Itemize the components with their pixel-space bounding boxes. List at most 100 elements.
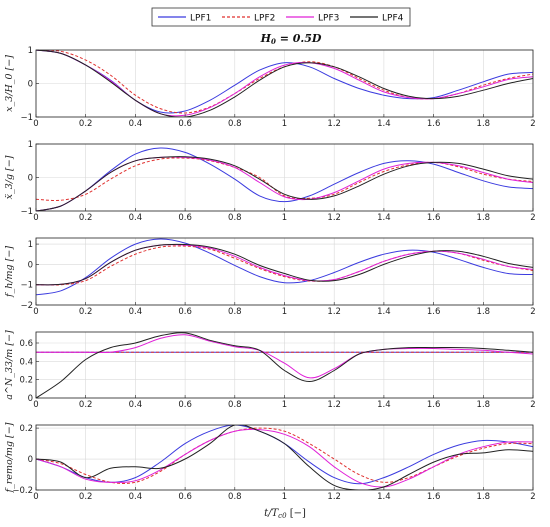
x-tick-label: 1.2 (327, 213, 341, 223)
x-tick-label: 0.4 (129, 119, 143, 129)
y-tick-label: 1 (28, 240, 33, 250)
series-line-lpf4 (36, 425, 533, 490)
x-tick-label: 1.8 (477, 213, 491, 223)
x-tick-label: 1.8 (477, 307, 491, 317)
x-tick-label: 0.4 (129, 307, 143, 317)
x-tick-label: 0.6 (178, 307, 192, 317)
x-tick-label: 1 (282, 119, 287, 129)
x-tick-label: 0.4 (129, 492, 143, 502)
x-axis-label: t/Tc0 [−] (264, 508, 306, 520)
y-tick-label: 0 (28, 80, 33, 90)
series-line-lpf3 (36, 50, 533, 117)
x-tick-label: 0 (33, 213, 38, 223)
legend-label-4: LPF4 (382, 14, 404, 24)
series-line-lpf3 (36, 428, 533, 488)
x-tick-label: 1.6 (427, 119, 441, 129)
x-tick-label: 1.4 (377, 119, 391, 129)
y-tick-label: 1 (28, 140, 33, 150)
series-line-lpf1 (36, 238, 533, 296)
series-line-lpf4 (36, 332, 533, 398)
y-axis-label: x_3/H_0 [−] (4, 55, 15, 112)
legend-entry-1: LPF1 (158, 14, 211, 24)
y-tick-label: 0 (28, 174, 33, 184)
legend-label-2: LPF2 (254, 14, 275, 24)
x-tick-label: 1 (282, 400, 287, 410)
x-tick-label: 0.6 (178, 213, 192, 223)
x-tick-label: 0.8 (228, 400, 242, 410)
x-tick-label: 0.2 (79, 119, 93, 129)
y-axis-label: ẍ_3/g [−] (4, 155, 15, 199)
x-tick-label: 1.8 (477, 119, 491, 129)
x-tick-label: 0 (33, 492, 38, 502)
x-tick-label: 1 (282, 307, 287, 317)
x-tick-label: 0.4 (129, 400, 143, 410)
legend-entry-2: LPF2 (222, 14, 275, 24)
legend-entry-3: LPF3 (286, 14, 339, 24)
legend: LPF1 LPF2 LPF3 LPF4 (151, 7, 411, 27)
x-tick-label: 1.2 (327, 400, 341, 410)
panel-4: 0 0.2 0.4 0.6 0.8 1 1.2 1.4 1.6 1.8 2 0 0.2 0.4 0.6 a^N… (4, 330, 536, 410)
legend-box (151, 7, 411, 27)
x-tick-label: 0.6 (178, 492, 192, 502)
x-tick-label: 0.2 (79, 400, 93, 410)
x-tick-label: 2 (530, 213, 535, 223)
y-tick-label: 0.6 (19, 339, 33, 349)
x-tick-label: 0 (33, 307, 38, 317)
x-tick-label: 1.2 (327, 492, 341, 502)
y-tick-label: −0.2 (12, 486, 33, 496)
y-tick-label: 0.2 (19, 424, 33, 434)
title-h: H (260, 32, 272, 45)
x-tick-label: 2 (530, 492, 535, 502)
title-h-sub: 0 (271, 37, 276, 46)
series-line-lpf2 (36, 157, 533, 201)
x-tick-label: 2 (530, 400, 535, 410)
y-tick-label: 0 (28, 394, 33, 404)
x-tick-label: 1.6 (427, 307, 441, 317)
x-tick-label: 1.2 (327, 119, 341, 129)
y-axis-label: a^N_33/m [−] (4, 330, 15, 400)
series-line-lpf4 (36, 50, 533, 117)
x-tick-label: 0.6 (178, 400, 192, 410)
x-tick-label: 1 (282, 492, 287, 502)
title-rest: = 0.5D (276, 32, 322, 45)
x-tick-label: 1.2 (327, 307, 341, 317)
chart-title: H0 = 0.5D (260, 32, 322, 46)
legend-label-1: LPF1 (190, 14, 211, 24)
xlabel-t: t/T (264, 508, 279, 519)
x-tick-label: 1.4 (377, 307, 391, 317)
x-tick-label: 2 (530, 307, 535, 317)
xlabel-unit: [−] (287, 508, 306, 519)
x-tick-label: 0.4 (129, 213, 143, 223)
x-tick-label: 0.8 (228, 307, 242, 317)
xlabel-sub: c0 (278, 512, 287, 520)
x-tick-label: 1.4 (377, 492, 391, 502)
x-tick-label: 1.4 (377, 400, 391, 410)
y-tick-label: 0.2 (19, 376, 33, 386)
series-line-lpf2 (36, 245, 533, 286)
y-tick-label: −2 (20, 301, 33, 311)
y-tick-label: 0 (28, 455, 33, 465)
legend-label-3: LPF3 (318, 14, 339, 24)
y-tick-label: −1 (20, 281, 33, 291)
series-line-lpf4 (36, 243, 533, 286)
x-tick-label: 1 (282, 213, 287, 223)
panel-5: 0 0.2 0.4 0.6 0.8 1 1.2 1.4 1.6 1.8 2−0.200.2f_rem… (4, 422, 536, 502)
x-tick-label: 0.8 (228, 119, 242, 129)
y-tick-label: 1 (28, 46, 33, 56)
x-tick-label: 0.6 (178, 119, 192, 129)
panel-3: 0 0.2 0.4 0.6 0.8 1 1.2 1.4 1.6 1.8 2 −2 −1 0 1 f_h/mg … (4, 237, 536, 317)
legend-entry-4: LPF4 (350, 14, 404, 24)
x-tick-label: 0 (33, 119, 38, 129)
y-axis-label: f_h/mg [−] (4, 246, 15, 298)
y-tick-label: −1 (20, 207, 33, 217)
series-line-lpf1 (36, 147, 533, 211)
x-tick-label: 1.6 (427, 492, 441, 502)
y-tick-label: 0.4 (19, 357, 33, 367)
y-axis-label: f_remo/mg [−] (4, 422, 15, 493)
series-line-lpf4 (36, 156, 533, 211)
